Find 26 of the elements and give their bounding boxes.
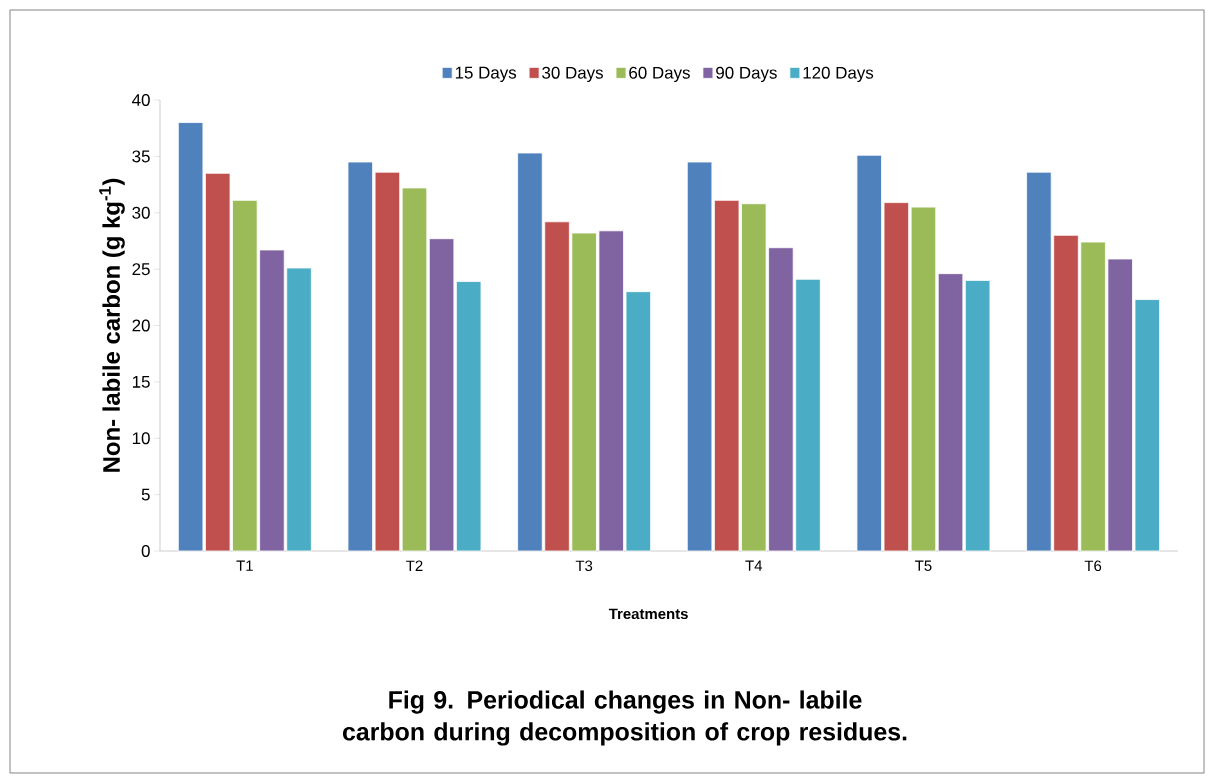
y-tick-label: 0	[141, 545, 150, 558]
x-tick-label: T4	[745, 560, 763, 571]
x-tick-label: T1	[236, 560, 253, 571]
y-tick-label: 25	[132, 263, 150, 276]
y-tick-label: 10	[132, 432, 150, 445]
y-tick-label: 30	[132, 206, 150, 219]
legend-label: 90 Days	[716, 66, 777, 83]
x-tick-label: T5	[915, 560, 932, 571]
x-axis-title: Treatments	[608, 608, 688, 620]
y-tick-label: 20	[132, 319, 150, 332]
y-tick-label: 40	[132, 94, 150, 107]
legend-label: 60 Days	[629, 66, 690, 83]
x-tick-label: T2	[406, 560, 423, 571]
y-tick-label: 35	[132, 150, 150, 163]
bar	[937, 273, 964, 552]
y-tick-label: 5	[141, 488, 150, 501]
legend-label: 120 Days	[803, 66, 874, 83]
legend-label: 15 Days	[455, 66, 517, 82]
legend-label: 30 Days	[542, 66, 603, 83]
x-tick-label: T3	[575, 560, 593, 572]
x-tick-label: T6	[1084, 560, 1102, 572]
bar	[964, 280, 991, 552]
text: Fig 9. Periodical changes in Non- labile carbon during decomposition of crop residues.	[342, 690, 907, 746]
y-axis-title: Non- labile carbon (g kg$^{-1}$)	[99, 178, 125, 472]
bar	[401, 187, 428, 552]
y-tick-label: 15	[132, 375, 150, 388]
